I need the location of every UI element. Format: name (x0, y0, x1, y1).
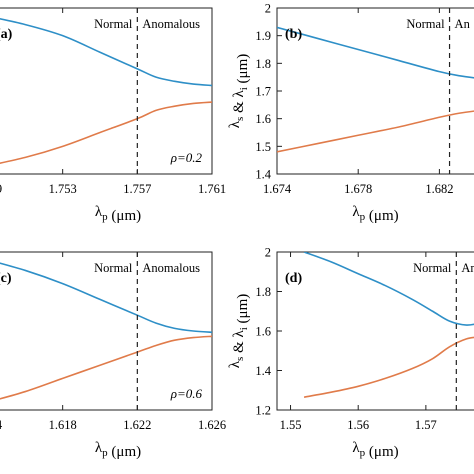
x-tick-label: 1.757 (123, 182, 151, 196)
rho-annotation: ρ=0.6 (170, 386, 203, 401)
x-tick-label: 1.614 (0, 418, 3, 432)
series-line-upper (303, 252, 474, 326)
x-axis-label: λp (μm) (95, 204, 141, 224)
region-label-normal: Normal (406, 17, 445, 31)
x-tick-label: 1.55 (280, 418, 302, 432)
plot-frame (276, 251, 474, 411)
region-label-normal: Normal (413, 261, 452, 275)
x-tick-label: 1.622 (123, 418, 151, 432)
panel-label: (c) (0, 271, 12, 286)
y-axis-label: λs & λi (μm) (227, 294, 251, 369)
x-tick-label: 1.674 (263, 182, 292, 196)
y-tick-label: 1.5 (255, 140, 271, 154)
chart-panel-2: 1.674 1.678 1.682 1.4 1.5 1.6 1.7 1.8 1.9 2 Normal… (227, 2, 474, 224)
y-tick-label: 1.4 (255, 364, 271, 378)
y-tick-label: 1.9 (255, 29, 271, 43)
x-tick-label: 1.618 (49, 418, 77, 432)
rho-annotation: ρ=0.2 (170, 150, 203, 165)
plot-frame (276, 7, 474, 175)
chart-panel-1: 1.749 1.753 1.757 1.761 Normal Anomalous (a) ρ=… (0, 7, 226, 224)
series-line-upper (277, 26, 474, 79)
y-tick-label: 1.8 (255, 57, 271, 71)
y-tick-label: 1.6 (255, 325, 271, 339)
plot-frame (0, 7, 213, 175)
x-tick-label: 1.761 (198, 182, 226, 196)
chart-panel-3: 1.614 1.618 1.622 1.626 Normal Anomalous (c) ρ=… (0, 251, 226, 460)
region-label-anomalous: Anomalous (142, 261, 200, 275)
x-tick-label: 1.753 (49, 182, 77, 196)
region-label-anomalous: Anomalous (142, 17, 200, 31)
plot-area (0, 262, 212, 400)
y-tick-label: 2 (265, 246, 271, 260)
region-label-normal: Normal (94, 17, 133, 31)
series-line-lower (277, 110, 474, 153)
panel-label: (d) (285, 271, 302, 286)
series-line-upper (0, 18, 212, 87)
x-tick-label: 1.626 (198, 418, 226, 432)
y-tick-label: 1.2 (255, 404, 271, 418)
series-line-lower (303, 336, 474, 398)
region-label-anomalous: An (461, 261, 474, 275)
x-axis-label: λp (μm) (95, 440, 141, 460)
y-tick-label: 2 (265, 2, 271, 16)
x-tick-label: 1.56 (347, 418, 369, 432)
region-label-anomalous: An (455, 17, 471, 31)
plot-area (277, 26, 474, 153)
x-axis-label: λp (μm) (352, 204, 398, 224)
plot-area (0, 18, 212, 164)
y-tick-label: 1.6 (255, 112, 271, 126)
x-tick-label: 1.57 (415, 418, 437, 432)
x-tick-label: 1.678 (344, 182, 372, 196)
chart-panel-4: 1.55 1.56 1.57 1.2 1.4 1.6 1.8 2 Normal An (d) λp (… (227, 246, 474, 460)
x-axis-label: λp (μm) (352, 440, 398, 460)
x-tick-label: 1.682 (425, 182, 453, 196)
x-tick-label: 1.749 (0, 182, 2, 196)
region-label-normal: Normal (94, 261, 133, 275)
panel-label: (a) (0, 27, 13, 42)
plot-frame (0, 251, 213, 411)
y-tick-label: 1.4 (255, 168, 271, 182)
y-tick-label: 1.8 (255, 285, 271, 299)
y-tick-label: 1.7 (255, 85, 271, 99)
panel-label: (b) (285, 27, 302, 42)
plot-area (303, 252, 474, 398)
y-axis-label: λs & λi (μm) (227, 54, 251, 129)
